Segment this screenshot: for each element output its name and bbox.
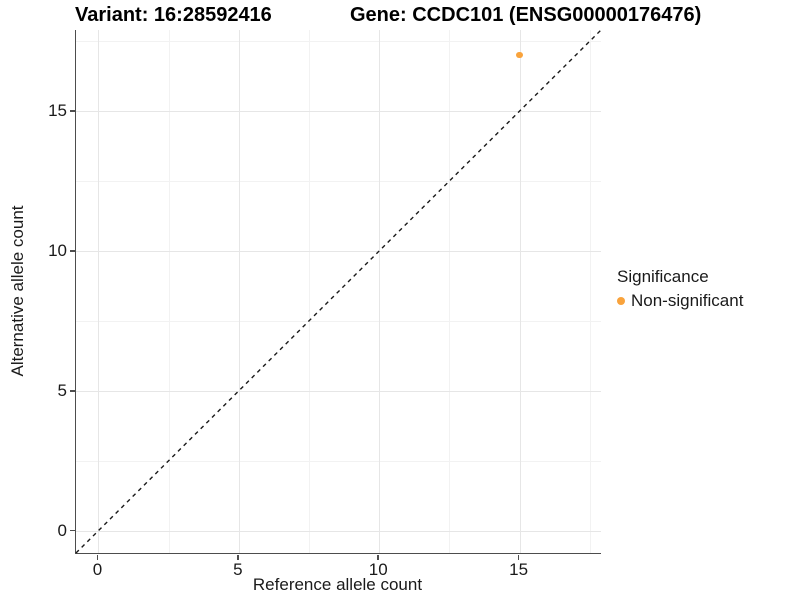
y-axis-label: Alternative allele count [8,205,27,377]
major-gridline-horizontal [76,111,601,113]
y-tick-label: 5 [57,380,67,400]
major-gridline-horizontal [76,530,601,532]
minor-gridline-horizontal [76,41,601,43]
y-tick-mark [70,390,75,392]
major-gridline-vertical [238,30,240,553]
legend-point-icon [617,297,625,305]
major-gridline-vertical [379,30,381,553]
legend-item-label: Non-significant [631,291,744,310]
minor-gridline-vertical [589,30,591,553]
x-tick-label: 5 [233,560,243,579]
major-gridline-vertical [519,30,521,553]
minor-gridline-vertical [449,30,451,553]
minor-gridline-vertical [309,30,311,553]
major-gridline-horizontal [76,250,601,252]
x-tick-mark [377,554,379,560]
minor-gridline-horizontal [76,181,601,183]
chart-title-variant: Variant: 16:28592416 [75,4,272,26]
y-tick-mark [70,110,75,112]
x-tick-mark [237,554,239,560]
minor-gridline-horizontal [76,460,601,462]
y-tick-label: 10 [48,240,67,260]
minor-gridline-vertical [168,30,170,553]
x-tick-label: 0 [92,560,103,579]
data-point [516,51,523,59]
identity-line [75,29,602,554]
legend-title: Significance [617,267,709,286]
y-tick-mark [70,250,75,252]
x-tick-mark [96,554,99,560]
x-tick-label: 10 [368,560,388,579]
x-axis-label: Reference allele count [252,575,423,594]
y-tick-mark [70,529,75,532]
major-gridline-horizontal [76,390,601,392]
major-gridline-vertical [98,30,100,553]
x-tick-mark [517,554,520,560]
legend-item: Non-significant [617,291,743,311]
y-tick-label: 15 [48,101,67,121]
chart-title-gene: Gene: CCDC101 (ENSG00000176476) [350,4,702,26]
legend: Significance Non-significant [617,265,743,311]
minor-gridline-horizontal [76,320,601,322]
x-tick-label: 15 [509,560,529,579]
plot-panel [75,29,602,554]
y-tick-label: 0 [57,520,67,540]
